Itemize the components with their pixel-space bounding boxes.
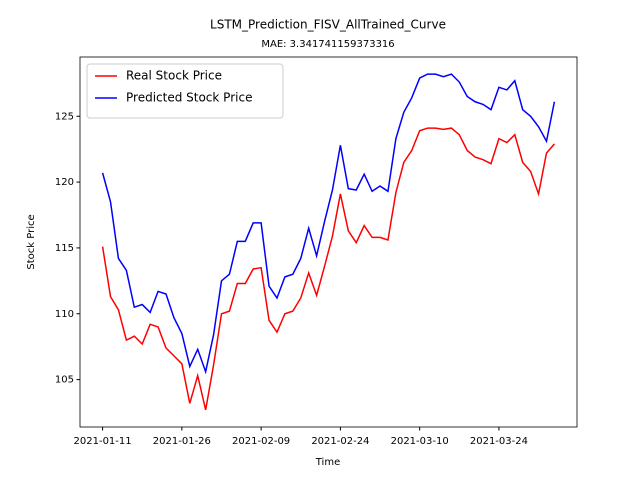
y-tick-label: 110 xyxy=(55,309,74,320)
x-tick-label: 2021-03-10 xyxy=(391,436,449,447)
x-tick-label: 2021-02-24 xyxy=(311,436,369,447)
y-tick-label: 125 xyxy=(55,111,74,122)
y-tick-label: 115 xyxy=(55,243,74,254)
legend-box xyxy=(86,63,284,119)
x-tick-label: 2021-02-09 xyxy=(232,436,290,447)
line-series xyxy=(101,73,556,375)
y-tick-label: 120 xyxy=(55,177,74,188)
legend-label: Real Stock Price xyxy=(126,69,222,83)
line-series xyxy=(101,127,555,411)
x-tick-label: 2021-01-26 xyxy=(153,436,211,447)
chart-subtitle: MAE: 3.341741159373316 xyxy=(261,39,394,50)
axes-frame xyxy=(79,56,578,428)
chart-title: LSTM_Prediction_FISV_AllTrained_Curve xyxy=(210,18,446,32)
x-axis-label: Time xyxy=(315,457,340,468)
legend-label: Predicted Stock Price xyxy=(126,91,252,105)
x-tick-label: 2021-03-24 xyxy=(470,436,528,447)
x-tick-label: 2021-01-11 xyxy=(74,436,132,447)
y-tick-label: 105 xyxy=(55,375,74,386)
y-axis-label: Stock Price xyxy=(26,214,37,269)
